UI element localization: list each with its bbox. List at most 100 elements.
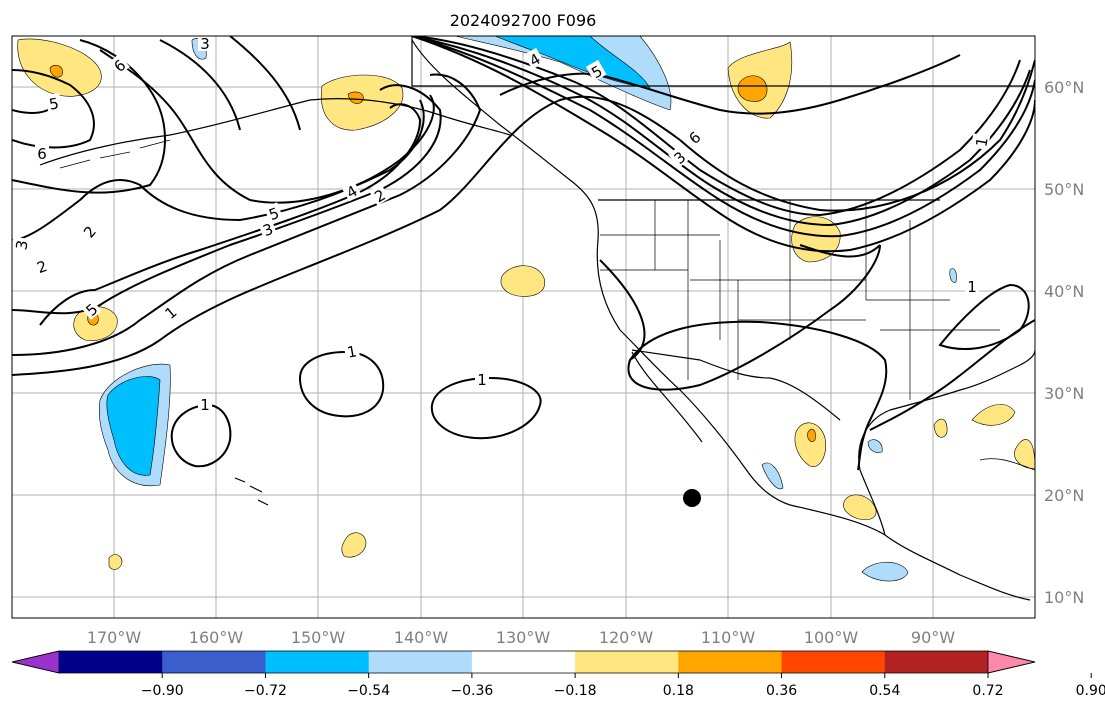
contour-label-background — [32, 255, 51, 276]
contour-lines — [12, 36, 1035, 471]
alaska-coastline — [39, 98, 511, 166]
alaska-border — [411, 36, 1035, 87]
contour-label: 6 — [37, 145, 47, 163]
contour-line — [39, 103, 422, 326]
colorbar-segment — [884, 651, 989, 673]
contour-line — [12, 73, 482, 356]
colorbar-tick-label: −0.90 — [141, 683, 184, 699]
contour-line — [938, 283, 1030, 351]
colorbar-tick-label: 0.18 — [663, 683, 694, 699]
contour-label-background — [108, 53, 130, 76]
colorbar-segment — [162, 651, 266, 673]
cuba-outline — [979, 458, 1035, 471]
positive-anomaly-core — [49, 64, 63, 78]
contour-line — [869, 319, 1035, 431]
latitude-label: 10°N — [1044, 588, 1084, 607]
positive-anomaly-core — [807, 428, 816, 442]
location-marker — [683, 489, 701, 507]
gulf-coastline — [858, 349, 1035, 536]
colorbar-segment — [59, 651, 163, 673]
colorbar-outline — [11, 650, 1036, 674]
contour-label-background — [80, 297, 102, 320]
colorbar-segment — [471, 651, 576, 673]
longitude-label: 120°W — [599, 628, 654, 647]
contour-label-background — [683, 125, 705, 148]
contour-line — [411, 36, 1031, 227]
contour-label: 1 — [972, 136, 991, 149]
contour-line — [411, 36, 1035, 253]
contour-line — [599, 244, 881, 391]
colorbar-tick-label: 0.72 — [972, 683, 1003, 699]
contour-label-background — [45, 92, 63, 113]
colorbar-tick-label: −0.36 — [450, 683, 493, 699]
colorbar-segment — [265, 651, 370, 673]
colorbar-tick-label: −0.54 — [347, 683, 390, 699]
colorbar-extend-high — [987, 650, 1036, 674]
contour-label-background — [77, 220, 100, 242]
contour-label-background — [585, 59, 607, 82]
positive-anomaly-core — [737, 75, 768, 102]
negative-anomaly-patch — [761, 462, 784, 490]
longitude-label: 140°W — [394, 628, 449, 647]
contour-label-background — [340, 179, 362, 202]
contour-line — [499, 54, 961, 115]
contour-label: 1 — [346, 342, 359, 361]
contour-label: 3 — [12, 239, 31, 252]
longitude-label: 100°W — [804, 628, 859, 647]
map-title: 2024092700 F096 — [450, 11, 597, 30]
negative-anomaly-patch — [454, 36, 672, 111]
latitude-label: 20°N — [1044, 486, 1084, 505]
contour-line — [411, 36, 1035, 238]
contour-line — [430, 376, 542, 440]
baja-peninsula — [631, 351, 703, 443]
contour-line — [99, 49, 435, 204]
contour-label-background — [35, 144, 49, 161]
colorbar-tick-label: −0.18 — [554, 683, 597, 699]
longitude-labels: 170°W 160°W 150°W 140°W 130°W 120°W 110°W 100°W… — [87, 628, 955, 647]
contour-line — [629, 320, 888, 471]
longitude-label: 170°W — [87, 628, 142, 647]
positive-anomaly-patch — [108, 554, 123, 570]
longitude-label: 110°W — [701, 628, 756, 647]
north-america-coastline — [411, 39, 1031, 601]
positive-anomaly-patch — [500, 265, 546, 297]
negative-anomaly-core — [494, 36, 651, 89]
contour-label-background — [523, 47, 545, 70]
contour-label: 3 — [200, 35, 210, 53]
positive-anomaly-patch — [794, 422, 826, 467]
positive-anomaly-patch — [341, 532, 367, 558]
contour-label-background — [264, 202, 283, 223]
positive-anomaly-patch — [843, 494, 877, 520]
hawaii-islands — [234, 477, 269, 506]
colorbar-segment — [368, 651, 473, 673]
negative-anomaly-core — [106, 376, 161, 476]
negative-anomaly-patch — [867, 439, 883, 453]
contour-label: 1 — [200, 396, 210, 414]
colorbar-extend-low — [11, 650, 60, 674]
contour-line — [298, 350, 385, 418]
longitude-label: 130°W — [496, 628, 551, 647]
colorbar-segment — [781, 651, 886, 673]
contour-line — [229, 36, 301, 131]
latitude-label: 40°N — [1044, 282, 1084, 301]
us-mexico-border — [631, 349, 841, 421]
contour-label-background — [343, 340, 361, 361]
contour-label-background — [159, 300, 181, 323]
positive-anomaly-patch — [933, 418, 948, 438]
latitude-label: 50°N — [1044, 180, 1084, 199]
colorbar-tick-label: −0.72 — [244, 683, 287, 699]
colorbar-tick-label: 0.36 — [766, 683, 797, 699]
colorbar — [11, 650, 1036, 674]
contour-line — [159, 39, 241, 131]
latitude-label: 30°N — [1044, 384, 1084, 403]
contour-label-background — [475, 370, 489, 387]
land-outlines — [39, 36, 1035, 601]
contour-line — [12, 99, 425, 241]
longitude-label: 90°W — [911, 628, 955, 647]
contour-line — [411, 36, 1021, 217]
longitude-label: 150°W — [291, 628, 346, 647]
contour-label-background — [668, 145, 690, 168]
contour-label-background — [10, 236, 31, 254]
